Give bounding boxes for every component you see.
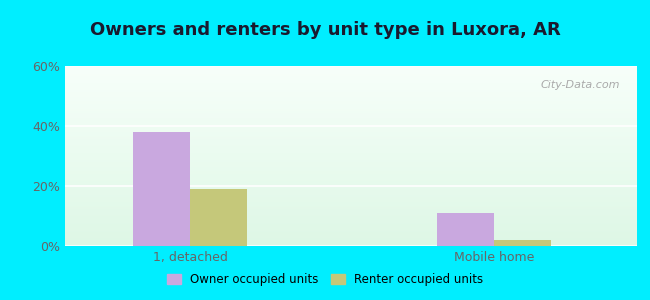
Legend: Owner occupied units, Renter occupied units: Owner occupied units, Renter occupied un… — [162, 269, 488, 291]
Bar — [437, 213, 494, 246]
Bar — [190, 189, 247, 246]
Bar — [133, 132, 190, 246]
Text: Owners and renters by unit type in Luxora, AR: Owners and renters by unit type in Luxor… — [90, 21, 560, 39]
Text: City-Data.com: City-Data.com — [540, 80, 620, 90]
Bar — [494, 240, 551, 246]
